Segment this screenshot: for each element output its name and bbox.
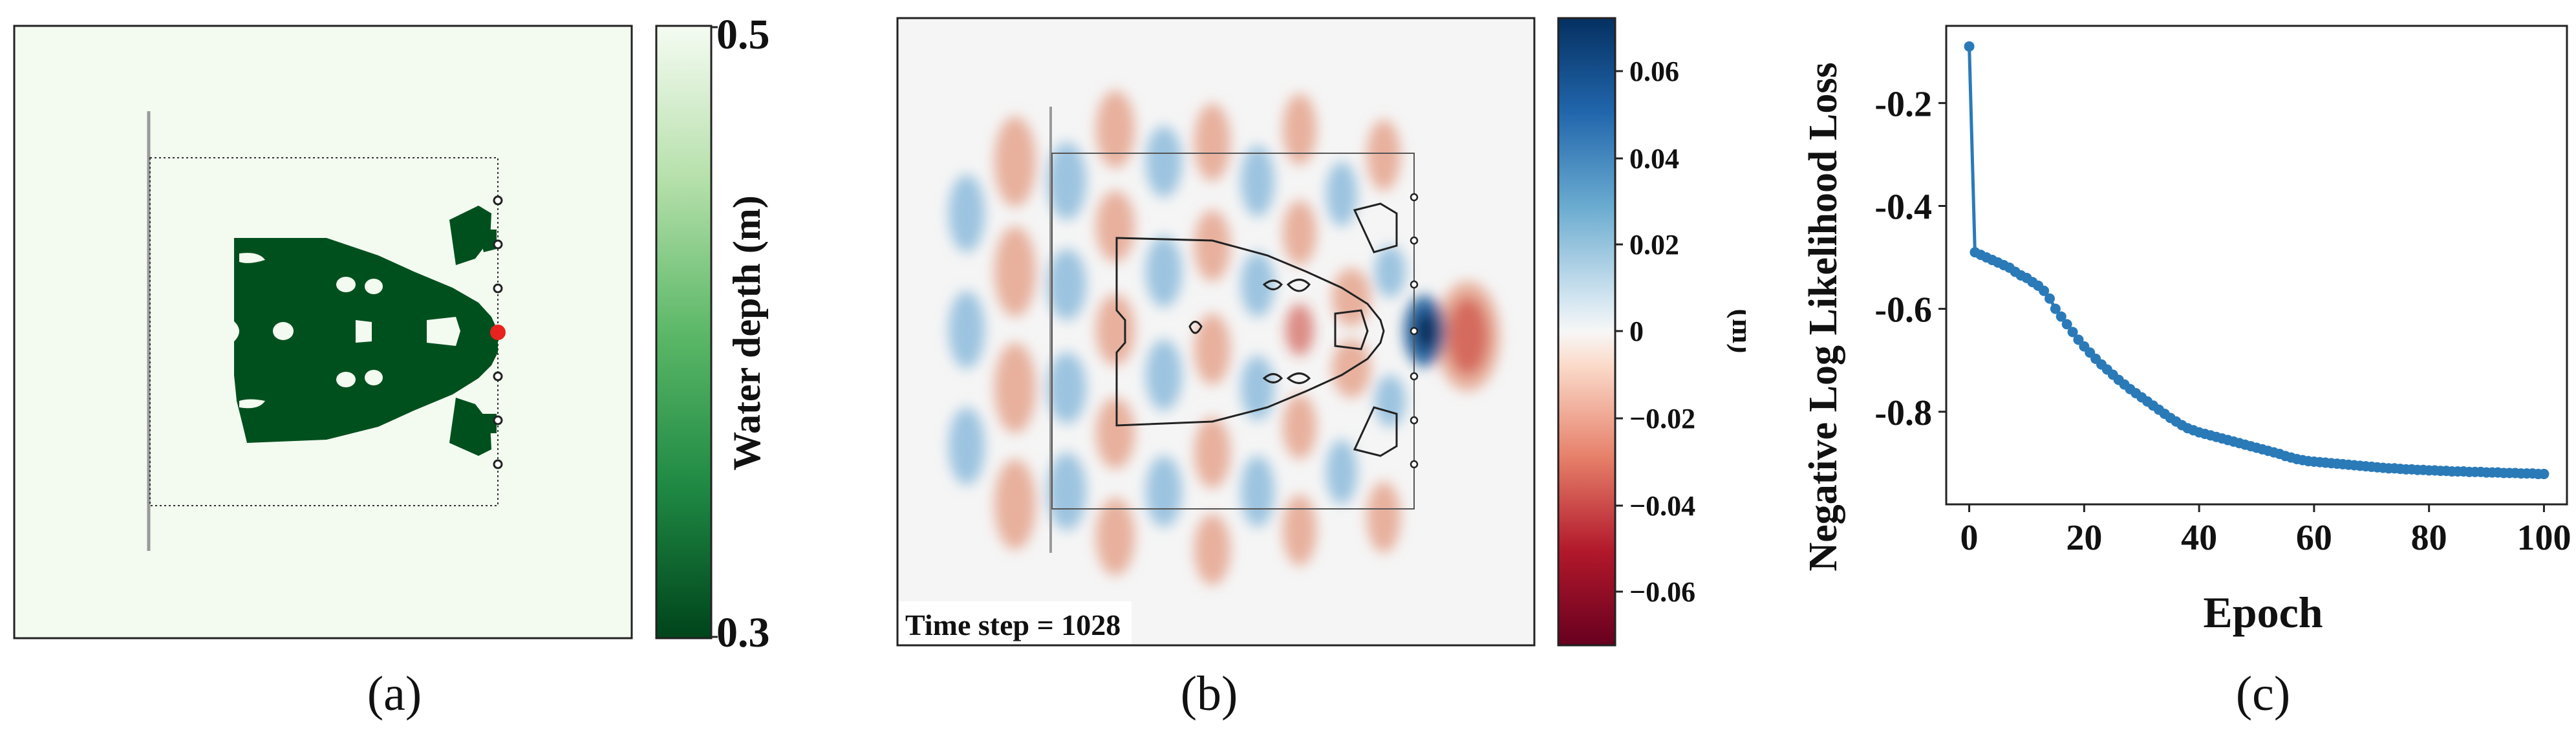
loss-point — [2055, 311, 2066, 322]
y-axis-label: Negative Log Likelihood Loss — [1801, 62, 1845, 571]
colorbar-label: Water depth (m) — [725, 195, 768, 471]
x-tick-label: 60 — [2296, 518, 2332, 558]
colorbar-tick-label: −0.02 — [1629, 403, 1695, 435]
sensor-marker — [1410, 193, 1419, 202]
loss-point — [2538, 469, 2549, 480]
sensor-marker — [1410, 416, 1419, 425]
loss-point — [2061, 319, 2072, 330]
loss-point — [2039, 285, 2050, 296]
loss-point — [2045, 293, 2055, 304]
structure-contour — [1115, 237, 1385, 427]
wave-colorbar — [1557, 17, 1616, 647]
loss-point — [2067, 327, 2078, 338]
colorbar-tick-label: −0.06 — [1629, 576, 1695, 608]
colorbar-tick-label: 0.02 — [1629, 229, 1679, 261]
panel-a-label: (a) — [367, 667, 422, 721]
sensor-marker — [493, 283, 503, 294]
panel-c-label: (c) — [2235, 667, 2291, 721]
x-tick-label: 40 — [2181, 518, 2217, 558]
panel-a-figure: 0.5 0.3 Water depth (m) — [13, 11, 770, 656]
x-tick-label: 100 — [2517, 518, 2571, 558]
colorbar-ticks: 0.06 0.04 0.02 0 −0.02 −0.04 −0.06 — [1615, 56, 1695, 608]
x-tick-label: 20 — [2066, 518, 2102, 558]
y-tick-label: -0.6 — [1874, 290, 1932, 330]
x-tick-label: 80 — [2411, 518, 2447, 558]
colorbar-tick-label: 0 — [1629, 316, 1644, 347]
sensor-marker — [1410, 460, 1419, 469]
colorbar-tick-label: 0.04 — [1629, 143, 1679, 175]
colorbar-tick-label: 0.06 — [1629, 56, 1679, 87]
panel-c: 0 20 40 60 80 100 -0.2 -0.4 -0.6 -0.8 Epoch Negat… — [1785, 0, 2576, 738]
loss-series — [1964, 41, 2549, 480]
highlighted-sensor — [490, 325, 506, 340]
sensor-marker — [1410, 372, 1419, 381]
loss-axes: 0 20 40 60 80 100 -0.2 -0.4 -0.6 -0.8 — [1874, 25, 2571, 558]
sensor-marker — [1410, 236, 1419, 245]
sensor-markers — [1410, 193, 1419, 469]
time-step-box — [899, 601, 1132, 644]
panel-b-figure: Time step = 1028 0.06 0.04 0.02 0 −0.02 … — [896, 17, 1759, 647]
colorbar-max-label: 0.5 — [716, 11, 770, 58]
loss-chart: 0 20 40 60 80 100 -0.2 -0.4 -0.6 -0.8 Epoch Negat… — [1801, 25, 2571, 637]
depth-colorbar — [655, 25, 713, 639]
panel-a: 0.5 0.3 Water depth (m) (a) — [0, 0, 834, 738]
y-tick-label: -0.2 — [1874, 84, 1932, 124]
panel-b: Time step = 1028 0.06 0.04 0.02 0 −0.02 … — [886, 0, 1759, 738]
sensor-marker — [1410, 327, 1419, 336]
x-tick-label: 0 — [1960, 518, 1979, 558]
sensor-marker — [493, 239, 503, 250]
plot-frame — [1945, 25, 2568, 506]
wave-bands — [949, 91, 1500, 585]
sensor-marker — [493, 415, 503, 425]
y-tick-label: -0.8 — [1874, 393, 1932, 433]
time-step-label: Time step = 1028 — [905, 608, 1121, 641]
sensor-marker — [493, 195, 503, 206]
panel-b-label: (b) — [1180, 667, 1238, 721]
colorbar-tick-label: −0.04 — [1629, 490, 1695, 522]
colorbar-unit-label: (m) — [1726, 309, 1746, 354]
loss-point — [1964, 41, 1975, 52]
sensor-marker — [493, 459, 503, 469]
y-tick-label: -0.4 — [1874, 187, 1932, 227]
sensor-marker — [1410, 280, 1419, 289]
loss-line — [1968, 46, 2544, 476]
sensor-markers — [493, 195, 503, 469]
structure-holes — [233, 253, 460, 409]
colorbar-min-label: 0.3 — [716, 609, 770, 656]
loss-point — [2073, 334, 2084, 345]
x-axis-label: Epoch — [2203, 588, 2323, 637]
loss-point — [2050, 303, 2061, 314]
sensor-marker — [493, 371, 503, 381]
